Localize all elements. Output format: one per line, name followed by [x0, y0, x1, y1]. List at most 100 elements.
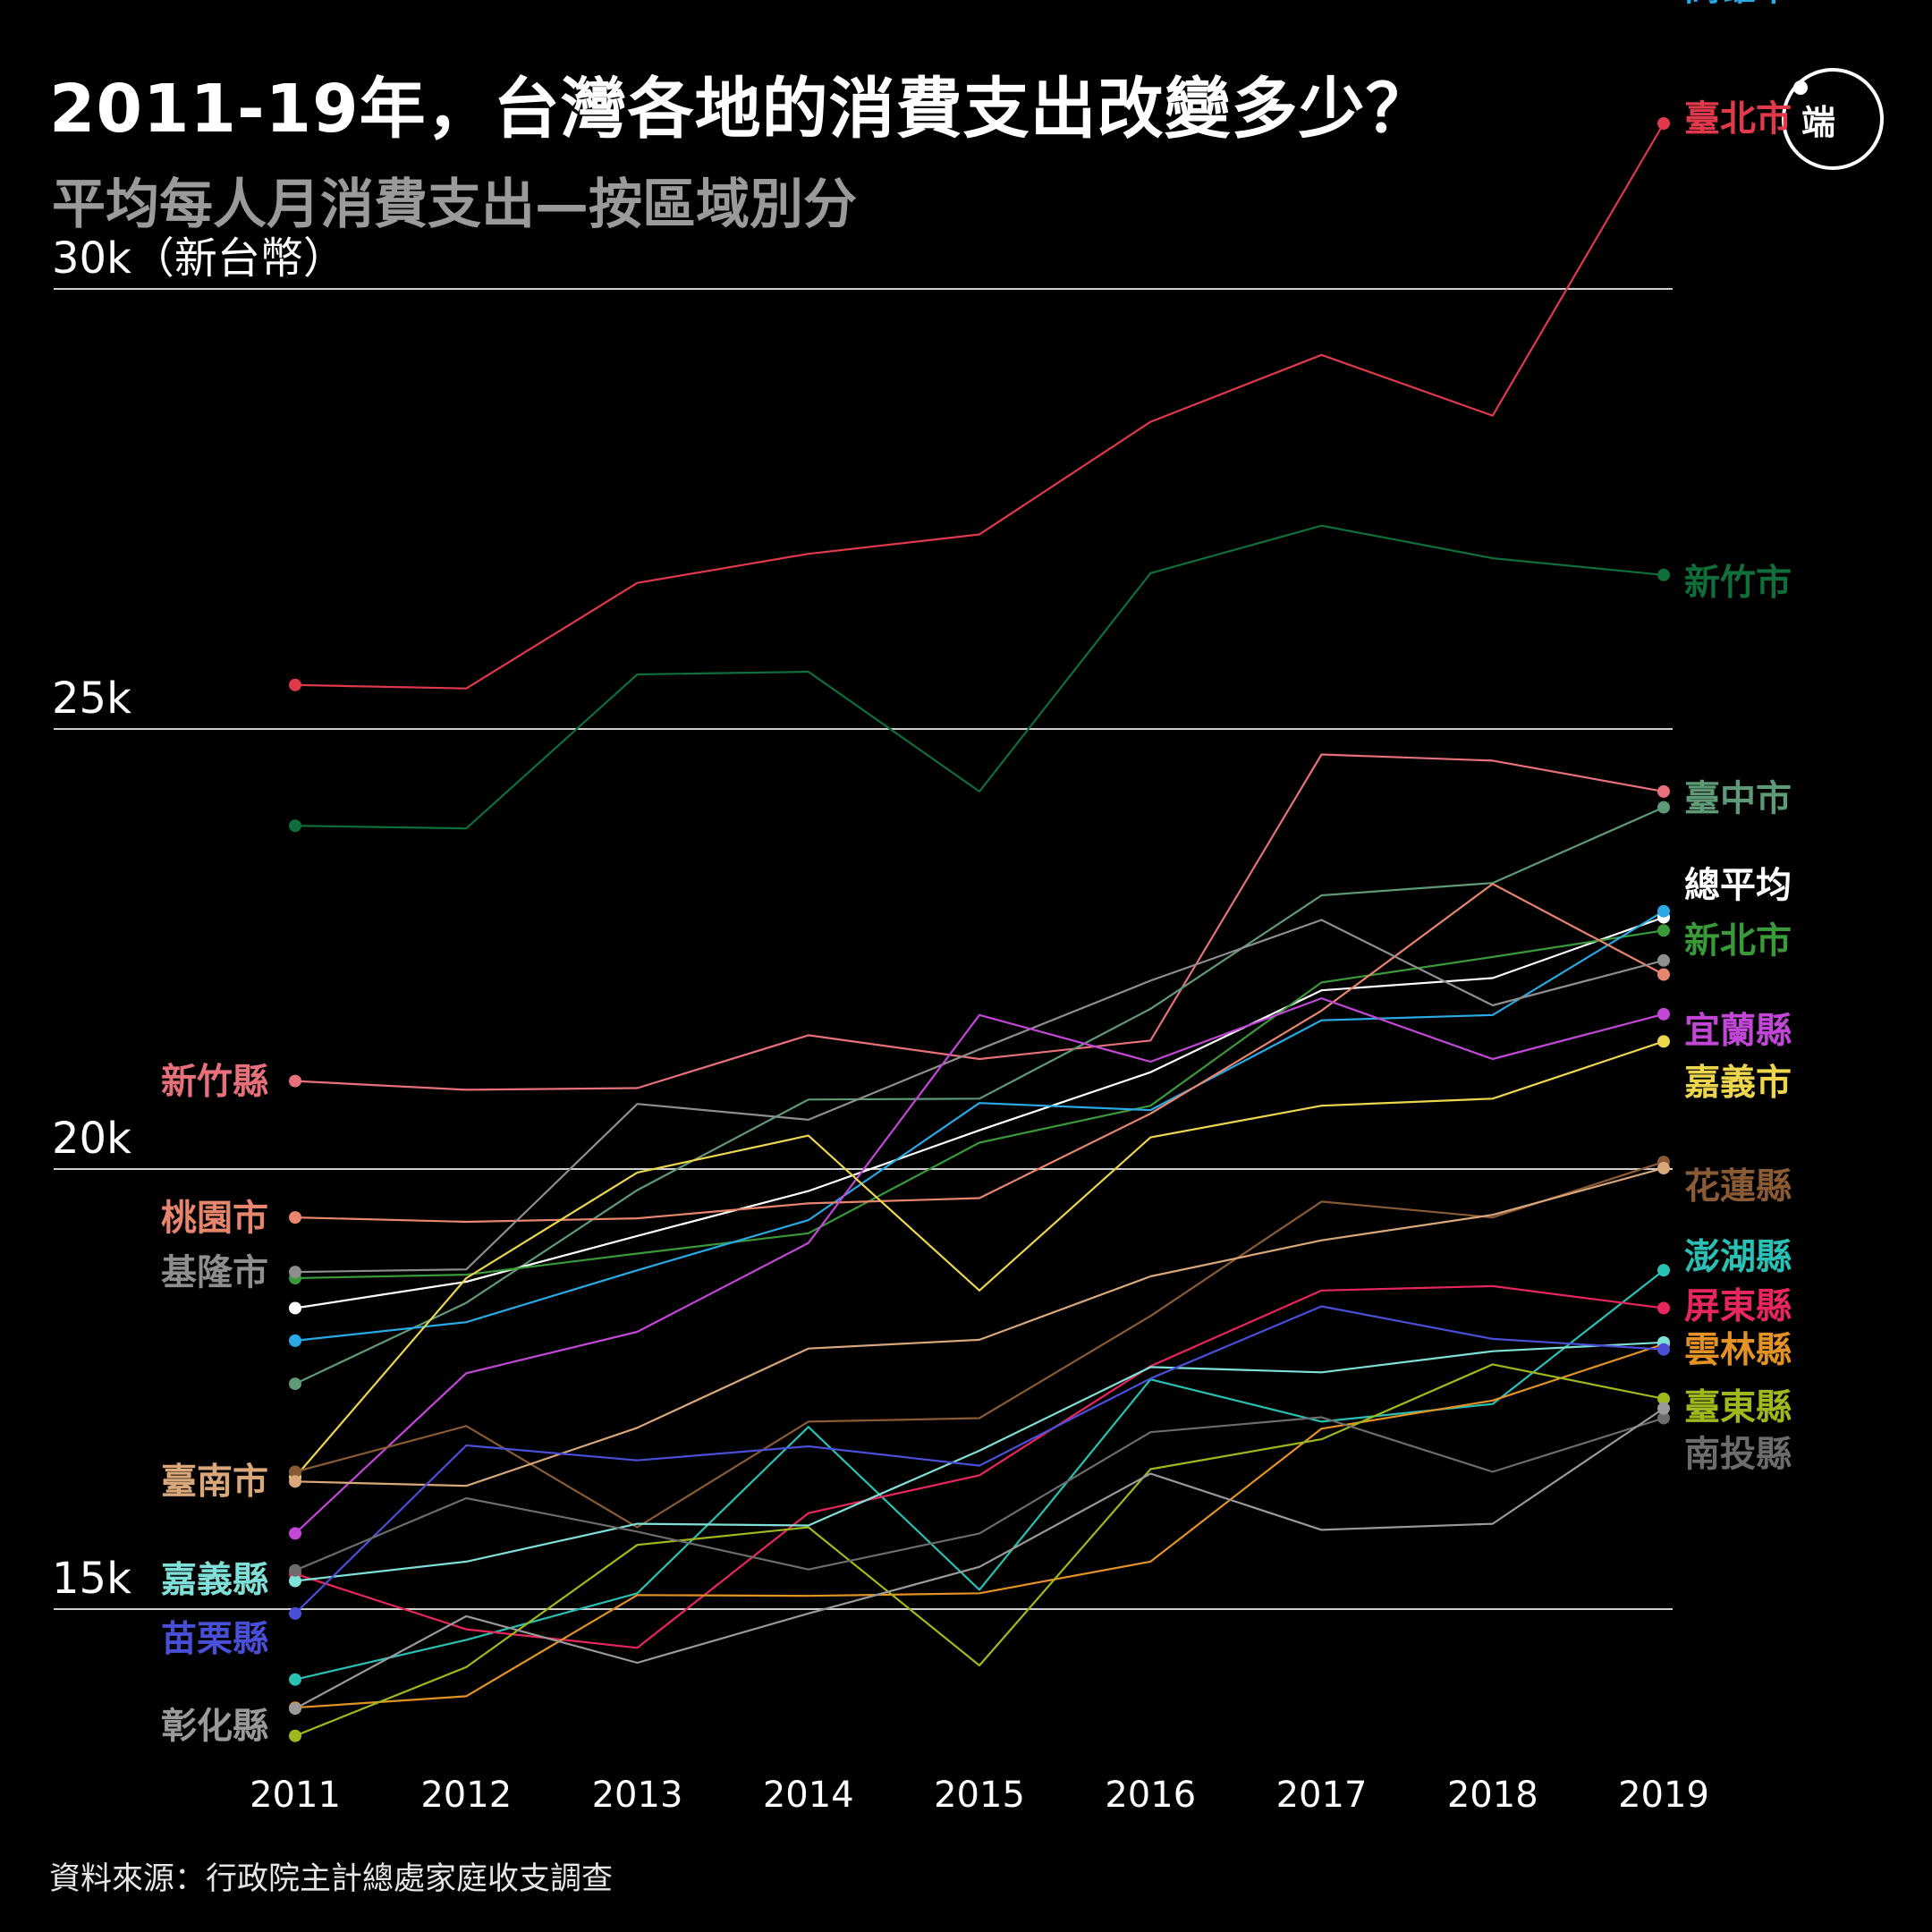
series-line-臺南市: [294, 1166, 1665, 1487]
end-point-苗栗縣: [1657, 1343, 1670, 1356]
y-tick-label-15000: 15k: [52, 1554, 131, 1604]
x-tick-label-2012: 2012: [420, 1775, 512, 1816]
start-point-臺北市: [289, 678, 301, 691]
series-line-新竹市: [294, 524, 1665, 830]
start-point-臺東縣: [289, 1729, 301, 1742]
series-line-臺東縣: [294, 1363, 1665, 1737]
end-point-嘉義市: [1657, 1035, 1670, 1048]
start-point-南投縣: [289, 1563, 301, 1577]
start-point-彰化縣: [289, 1702, 301, 1716]
series-line-臺北市: [294, 123, 1665, 690]
end-point-臺南市: [1657, 1162, 1670, 1175]
end-point-桃園市: [1657, 968, 1670, 981]
series-line-總平均: [294, 916, 1665, 1309]
series-endpoints: [289, 117, 1670, 1742]
start-point-花蓮縣: [289, 1465, 301, 1479]
series-label-屏東縣: 屏東縣: [1684, 1286, 1792, 1327]
chart-subtitle: 平均每人月消費支出—按區域別分: [52, 174, 857, 236]
series-label-澎湖縣: 澎湖縣: [1684, 1236, 1792, 1277]
series-line-桃園市: [294, 883, 1665, 1224]
series-line-新北市: [294, 929, 1665, 1280]
series-line-臺中市: [294, 806, 1665, 1385]
series-line-基隆市: [294, 919, 1665, 1274]
series-label-南投縣: 南投縣: [1684, 1434, 1792, 1475]
series-label-基隆市: 基隆市: [161, 1252, 268, 1293]
start-point-嘉義縣: [289, 1574, 301, 1588]
series-label-新竹市: 新竹市: [1684, 563, 1792, 604]
series-line-高雄市: [294, 910, 1665, 1342]
end-point-南投縣: [1657, 1411, 1670, 1425]
logo-dot: [1793, 80, 1808, 95]
series-line-宜蘭縣: [294, 996, 1665, 1535]
series-label-臺東縣: 臺東縣: [1684, 1387, 1792, 1428]
series-line-雲林縣: [294, 1343, 1665, 1709]
series-label-苗栗縣: 苗栗縣: [161, 1618, 268, 1659]
series-line-新竹縣: [294, 753, 1665, 1091]
x-tick-label-2011: 2011: [250, 1775, 341, 1816]
start-point-澎湖縣: [289, 1673, 301, 1686]
gridlines: 30k（新台幣） 25k 20k 15k: [52, 233, 1673, 1610]
series-label-彰化縣: 彰化縣: [161, 1706, 268, 1747]
series-label-宜蘭縣: 宜蘭縣: [1684, 1011, 1792, 1052]
series-label-新竹縣: 新竹縣: [161, 1062, 268, 1103]
series-label-臺北市: 臺北市: [1684, 98, 1792, 140]
end-point-新竹縣: [1657, 784, 1670, 798]
start-point-新竹市: [289, 819, 301, 833]
series-label-臺南市: 臺南市: [161, 1461, 268, 1502]
start-point-桃園市: [289, 1211, 301, 1224]
logo-icon: 端: [1782, 68, 1884, 170]
source-note: 資料來源：行政院主計總處家庭收支調查: [49, 1861, 614, 1897]
x-tick-label-2017: 2017: [1276, 1775, 1368, 1816]
x-axis-ticks: 2011 2012 2013 2014 2015 2016 2017 2018 2019: [250, 1775, 1709, 1816]
start-point-總平均: [289, 1301, 301, 1315]
start-point-苗栗縣: [289, 1606, 301, 1620]
end-point-新竹市: [1657, 568, 1670, 581]
series-lines: [294, 123, 1665, 1737]
series-label-新北市: 新北市: [1684, 920, 1792, 962]
y-tick-label-20000: 20k: [52, 1114, 131, 1164]
series-label-桃園市: 桃園市: [161, 1198, 268, 1239]
end-point-宜蘭縣: [1657, 1007, 1670, 1021]
end-point-澎湖縣: [1657, 1264, 1670, 1277]
x-tick-label-2014: 2014: [763, 1775, 854, 1816]
start-point-臺南市: [289, 1475, 301, 1488]
x-tick-label-2018: 2018: [1447, 1775, 1538, 1816]
start-point-高雄市: [289, 1334, 301, 1347]
x-tick-label-2015: 2015: [934, 1775, 1025, 1816]
logo-text: 端: [1801, 103, 1838, 142]
series-label-嘉義市: 嘉義市: [1684, 1063, 1792, 1104]
end-point-臺北市: [1657, 117, 1670, 131]
y-tick-label-25000: 25k: [52, 674, 131, 724]
end-point-彰化縣: [1657, 1402, 1670, 1415]
series-line-屏東縣: [294, 1284, 1665, 1649]
series-line-南投縣: [294, 1416, 1665, 1572]
start-point-臺中市: [289, 1377, 301, 1391]
x-tick-label-2016: 2016: [1105, 1775, 1196, 1816]
end-point-臺東縣: [1657, 1392, 1670, 1405]
series-line-嘉義縣: [294, 1341, 1665, 1582]
start-point-基隆市: [289, 1266, 301, 1279]
end-point-臺中市: [1657, 801, 1670, 814]
series-label-高雄市: 高雄市: [1684, 0, 1792, 9]
start-point-宜蘭縣: [289, 1527, 301, 1540]
x-tick-label-2013: 2013: [592, 1775, 683, 1816]
chart-title: 2011-19年，台灣各地的消費支出改變多少？: [49, 71, 1433, 148]
end-point-新北市: [1657, 924, 1670, 937]
series-line-花蓮縣: [294, 1161, 1665, 1529]
end-point-屏東縣: [1657, 1301, 1670, 1315]
start-point-新竹縣: [289, 1074, 301, 1088]
series-label-總平均: 總平均: [1684, 865, 1792, 906]
end-point-基隆市: [1657, 953, 1670, 967]
series-line-苗栗縣: [294, 1305, 1665, 1614]
series-label-雲林縣: 雲林縣: [1684, 1330, 1792, 1371]
end-point-高雄市: [1657, 904, 1670, 918]
x-tick-label-2019: 2019: [1618, 1775, 1709, 1816]
y-tick-label-30000: 30k（新台幣）: [52, 233, 346, 284]
series-line-嘉義市: [294, 1040, 1665, 1479]
series-line-彰化縣: [294, 1407, 1665, 1710]
series-label-花蓮縣: 花蓮縣: [1684, 1166, 1792, 1208]
series-label-臺中市: 臺中市: [1684, 778, 1792, 819]
series-label-嘉義縣: 嘉義縣: [161, 1560, 268, 1601]
